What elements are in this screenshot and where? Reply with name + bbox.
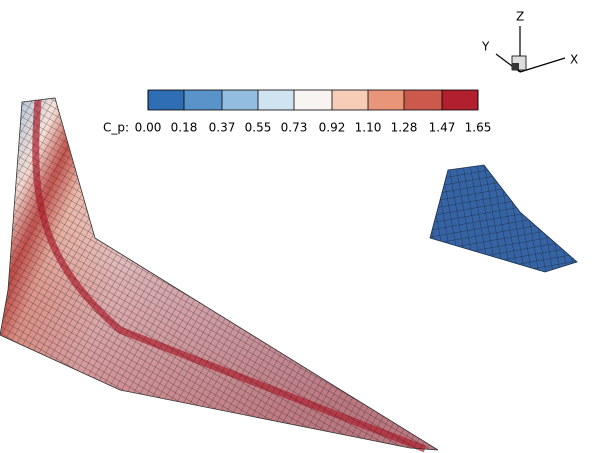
colorbar-tick-label: 1.65 (465, 121, 492, 135)
colorbar-tick-label: 1.28 (391, 121, 418, 135)
colorbar-tick-label: 0.37 (209, 121, 236, 135)
z-axis-label: Z (516, 10, 524, 24)
colorbar-segment (404, 90, 442, 110)
colorbar-label: C_p: (103, 121, 129, 135)
colorbar-tick-label: 0.18 (171, 121, 198, 135)
colorbar-segment (294, 90, 332, 110)
colorbar-segment (184, 90, 222, 110)
colorbar-segment (368, 90, 404, 110)
x-axis-label: X (570, 53, 578, 67)
colorbar-tick-label: 0.73 (281, 121, 308, 135)
colorbar-tick-label: 1.10 (355, 121, 382, 135)
colorbar-tick-label: 0.00 (135, 121, 162, 135)
colorbar-segment (332, 90, 368, 110)
colorbar-tick-label: 1.47 (429, 121, 456, 135)
y-axis-label: Y (481, 40, 490, 54)
colorbar-tick-label: 0.92 (319, 121, 346, 135)
main-wing (0, 97, 439, 453)
small-wing (429, 164, 578, 273)
colorbar: C_p: 0.00 0.18 0.37 0.55 0.73 0.92 1.10 1.28 1.4… (103, 89, 492, 135)
colorbar-segment (148, 90, 184, 110)
colorbar-segment (222, 90, 258, 110)
colorbar-segment (258, 90, 294, 110)
axis-triad: Z Y X (481, 10, 578, 73)
colorbar-segment (442, 90, 478, 110)
colorbar-tick-label: 0.55 (245, 121, 272, 135)
